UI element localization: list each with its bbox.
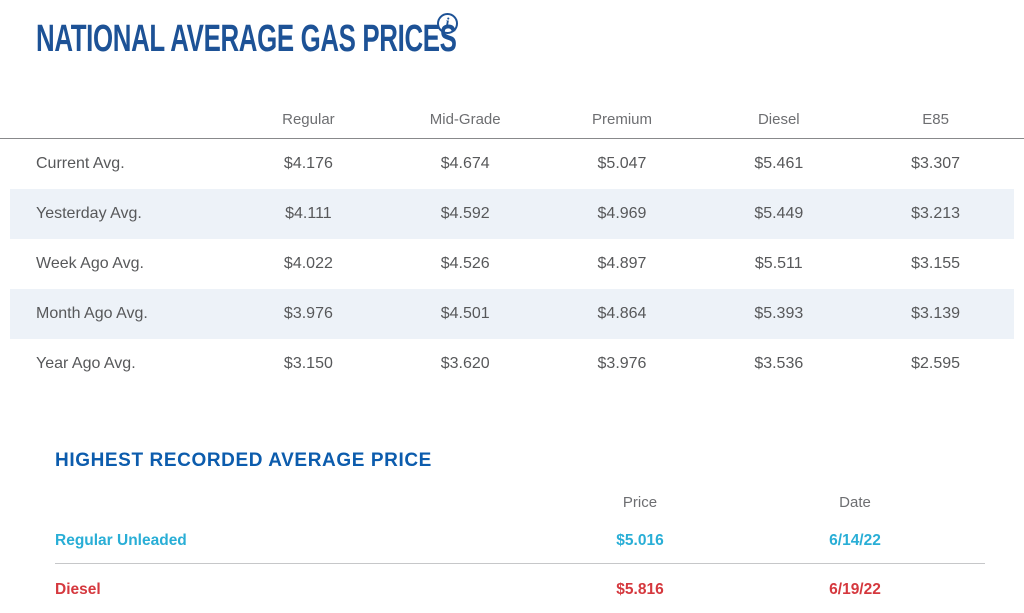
price-cell: $4.674	[440, 155, 490, 172]
section-title: HIGHEST RECORDED AVERAGE PRICE	[55, 450, 432, 471]
header-divider	[0, 138, 1024, 139]
price-cell: $3.620	[440, 355, 490, 372]
price-cell: $5.047	[597, 155, 647, 172]
price-cell: $4.111	[285, 205, 332, 222]
column-header-price: Price	[622, 493, 658, 511]
row-label: Yesterday Avg.	[36, 205, 142, 222]
date-cell: 6/19/22	[829, 581, 881, 598]
column-header-date: Date	[839, 493, 871, 511]
table-row-year-ago-avg: Year Ago Avg. $3.150 $3.620 $3.976 $3.53…	[10, 339, 1014, 389]
price-cell: $3.213	[911, 205, 961, 222]
price-cell: $3.976	[283, 305, 333, 322]
gas-prices-table: Regular Mid-Grade Premium Diesel E85 Cur…	[0, 100, 1024, 389]
price-cell: $5.816	[616, 581, 664, 598]
price-cell: $3.139	[911, 305, 961, 322]
price-cell: $3.976	[597, 355, 647, 372]
table-header-row: Regular Mid-Grade Premium Diesel E85	[10, 100, 1014, 138]
row-label: Month Ago Avg.	[36, 305, 148, 322]
table-row-week-ago-avg: Week Ago Avg. $4.022 $4.526 $4.897 $5.51…	[10, 239, 1014, 289]
table-row-yesterday-avg: Yesterday Avg. $4.111 $4.592 $4.969 $5.4…	[10, 189, 1014, 239]
table-row-month-ago-avg: Month Ago Avg. $3.976 $4.501 $4.864 $5.3…	[10, 289, 1014, 339]
price-cell: $3.307	[911, 155, 961, 172]
column-header-premium: Premium	[591, 110, 652, 128]
price-cell: $4.176	[283, 155, 333, 172]
row-label: Current Avg.	[36, 155, 125, 172]
highest-header-row: Price Date	[55, 486, 915, 518]
price-cell: $4.592	[440, 205, 490, 222]
highest-row-regular-unleaded: Regular Unleaded $5.016 6/14/22	[55, 518, 915, 563]
price-cell: $4.526	[440, 255, 490, 272]
row-label: Diesel	[55, 581, 101, 598]
price-cell: $4.969	[597, 205, 647, 222]
row-label: Regular Unleaded	[55, 531, 187, 549]
info-icon[interactable]: i	[437, 13, 458, 34]
row-label: Year Ago Avg.	[36, 355, 136, 372]
column-header-midgrade: Mid-Grade	[429, 110, 501, 128]
page-title: NATIONAL AVERAGE GAS PRICES	[36, 18, 457, 60]
price-cell: $5.511	[754, 255, 803, 272]
price-cell: $4.897	[597, 255, 647, 272]
price-cell: $5.393	[754, 305, 804, 322]
price-cell: $5.449	[754, 205, 804, 222]
column-header-diesel: Diesel	[757, 110, 800, 128]
price-cell: $5.461	[754, 155, 804, 172]
price-cell: $3.536	[754, 355, 804, 372]
row-divider	[55, 563, 985, 564]
column-header-regular: Regular	[282, 110, 335, 128]
price-cell: $2.595	[911, 355, 961, 372]
price-cell: $3.150	[283, 355, 333, 372]
date-cell: 6/14/22	[829, 531, 881, 549]
page-header: NATIONAL AVERAGE GAS PRICES i	[36, 13, 655, 62]
price-cell: $3.155	[911, 255, 961, 272]
highest-row-diesel: Diesel $5.816 6/19/22	[55, 564, 915, 613]
price-cell: $4.864	[597, 305, 647, 322]
column-header-e85: E85	[922, 110, 949, 128]
price-cell: $4.501	[440, 305, 490, 322]
highest-recorded-section: HIGHEST RECORDED AVERAGE PRICE Price Dat…	[55, 450, 985, 613]
table-body: Current Avg. $4.176 $4.674 $5.047 $5.461…	[0, 139, 1024, 389]
table-row-current-avg: Current Avg. $4.176 $4.674 $5.047 $5.461…	[10, 139, 1014, 189]
price-cell: $5.016	[616, 531, 664, 549]
price-cell: $4.022	[283, 255, 333, 272]
row-label: Week Ago Avg.	[36, 255, 144, 272]
